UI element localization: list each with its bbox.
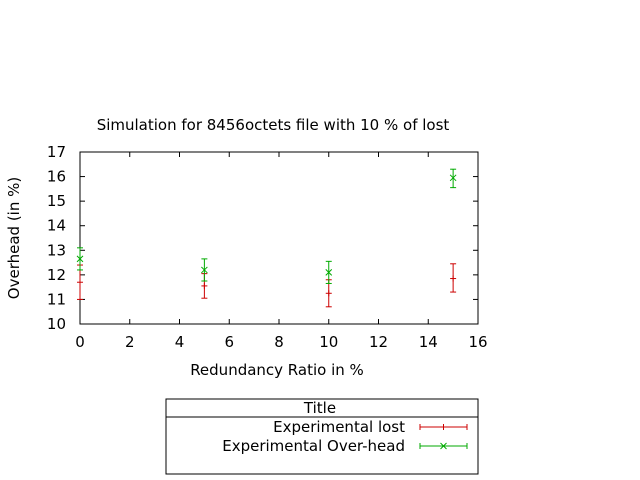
plot-frame (79, 151, 479, 325)
y-tick-label: 11 (47, 290, 66, 308)
y-tick-label: 15 (47, 192, 66, 210)
x-axis-label: Redundancy Ratio in % (190, 361, 364, 379)
y-tick-label: 10 (47, 315, 66, 333)
legend-label: Experimental Over-head (222, 437, 405, 455)
x-marker-stroke (325, 269, 333, 276)
legend-box (165, 398, 479, 475)
data-point (325, 260, 333, 284)
x-marker-stroke (76, 255, 84, 263)
series-experimental-lost (77, 263, 457, 308)
x-tick-label: 12 (369, 333, 388, 351)
y-tick-label: 13 (47, 241, 66, 259)
y-axis: 10 11 12 13 14 15 16 17 (47, 143, 478, 333)
x-tick-label: 10 (319, 333, 338, 351)
legend-entry: Experimental lost (273, 418, 468, 436)
x-tick-label: 4 (175, 333, 185, 351)
y-tick-label: 14 (47, 217, 66, 235)
data-marks (76, 168, 457, 308)
x-marker-stroke (440, 442, 447, 450)
legend-label: Experimental lost (273, 418, 405, 436)
x-tick-label: 0 (75, 333, 85, 351)
x-tick-label: 2 (125, 333, 135, 351)
x-tick-label: 6 (224, 333, 234, 351)
x-marker-stroke (449, 174, 457, 182)
series-experimental-over-head (76, 168, 457, 284)
legend-entry: Experimental Over-head (222, 437, 468, 455)
x-tick-label: 16 (468, 333, 487, 351)
chart-title: Simulation for 8456octets file with 10 %… (97, 116, 450, 134)
x-axis: 0 2 4 6 8 10 12 14 16 (75, 152, 488, 351)
data-point (449, 168, 457, 189)
data-point (76, 247, 84, 271)
data-point (450, 263, 457, 293)
x-marker-stroke (201, 266, 208, 274)
x-tick-label: 8 (274, 333, 284, 351)
y-tick-label: 12 (47, 266, 66, 284)
legend-title: Title (303, 399, 336, 417)
plot-area: 0 2 4 6 8 10 12 14 16 10 11 12 13 14 15 16 17 (47, 143, 488, 351)
y-tick-label: 17 (47, 143, 66, 161)
x-tick-label: 14 (419, 333, 438, 351)
y-tick-label: 16 (47, 168, 66, 186)
y-axis-label: Overhead (in %) (5, 177, 23, 299)
data-point (201, 258, 208, 282)
